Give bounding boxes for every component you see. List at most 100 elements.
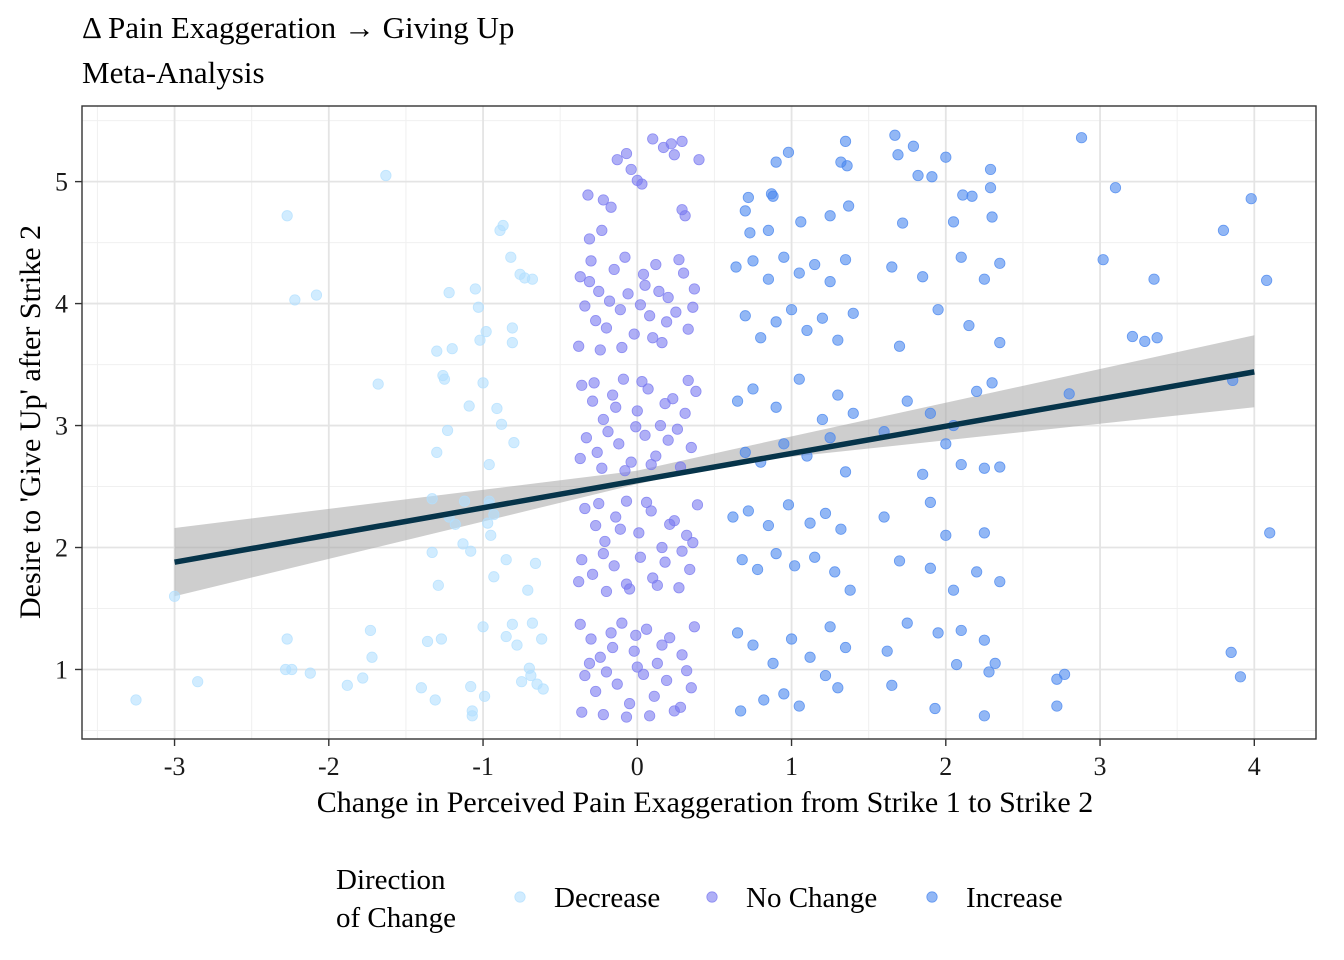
- data-point: [809, 551, 821, 563]
- y-axis-title: Desire to 'Give Up' after Strike 2: [14, 225, 47, 619]
- data-point: [633, 527, 645, 539]
- data-point: [656, 541, 668, 554]
- data-point: [668, 149, 680, 161]
- data-point: [819, 669, 832, 682]
- data-point: [832, 389, 844, 401]
- data-point: [688, 283, 700, 295]
- data-point: [897, 217, 909, 229]
- data-point: [488, 508, 500, 521]
- data-point: [994, 337, 1006, 349]
- y-tick-label: 2: [55, 534, 68, 563]
- data-point: [634, 299, 646, 311]
- data-point: [500, 630, 512, 643]
- x-tick-label: 1: [785, 752, 798, 781]
- data-point: [736, 554, 748, 566]
- data-point: [770, 156, 782, 168]
- data-point: [659, 397, 671, 410]
- data-point: [639, 279, 651, 291]
- data-point: [631, 405, 643, 417]
- data-point: [1225, 646, 1237, 659]
- data-point: [824, 621, 836, 633]
- data-point: [926, 171, 938, 183]
- data-point: [651, 579, 663, 591]
- data-point: [497, 219, 509, 232]
- data-point: [778, 438, 790, 450]
- data-point: [579, 502, 591, 515]
- data-point: [735, 705, 747, 717]
- data-point: [286, 663, 298, 676]
- points-layer: [130, 129, 1276, 723]
- data-point: [892, 149, 904, 161]
- plot-border: [81, 105, 1317, 740]
- data-point: [603, 295, 616, 307]
- data-point: [628, 328, 640, 340]
- data-point: [691, 499, 704, 511]
- data-point: [607, 641, 619, 654]
- x-tick-label: -3: [164, 752, 186, 781]
- data-point: [676, 135, 688, 147]
- data-point: [640, 496, 653, 508]
- data-point: [590, 519, 602, 532]
- data-point: [431, 345, 443, 357]
- data-point: [639, 429, 651, 441]
- data-point: [893, 555, 906, 567]
- data-point: [605, 627, 617, 639]
- data-point: [1151, 332, 1163, 344]
- data-point: [747, 639, 759, 651]
- data-point: [610, 511, 622, 523]
- data-point: [955, 624, 967, 637]
- data-point: [583, 657, 596, 669]
- data-point: [767, 657, 779, 669]
- data-point: [793, 700, 805, 712]
- data-point: [762, 224, 775, 237]
- data-point: [607, 389, 619, 401]
- data-point: [816, 413, 829, 426]
- data-point: [619, 465, 631, 477]
- data-point: [289, 294, 301, 306]
- data-point: [441, 424, 454, 437]
- data-point: [664, 632, 676, 644]
- data-point: [676, 649, 688, 661]
- data-point: [673, 582, 685, 594]
- data-point: [500, 554, 512, 566]
- data-point: [994, 257, 1006, 269]
- data-point: [614, 523, 626, 535]
- data-point: [659, 556, 671, 568]
- x-tick-label: -1: [472, 752, 494, 781]
- legend-key-no-change: [706, 891, 718, 903]
- data-point: [573, 340, 585, 352]
- data-point: [341, 679, 353, 691]
- data-point: [482, 517, 494, 529]
- data-point: [574, 271, 586, 283]
- data-point: [616, 341, 628, 354]
- data-point: [739, 310, 751, 322]
- data-point: [630, 629, 642, 641]
- data-point: [591, 446, 603, 458]
- data-point: [744, 227, 756, 239]
- data-point: [682, 323, 694, 335]
- data-point: [465, 545, 477, 557]
- data-point: [932, 304, 944, 316]
- data-point: [585, 255, 597, 267]
- data-point: [585, 633, 597, 645]
- data-point: [804, 517, 816, 529]
- data-point: [506, 322, 518, 334]
- data-point: [1217, 224, 1230, 237]
- data-point: [495, 418, 508, 430]
- data-point: [747, 383, 759, 395]
- data-point: [1075, 132, 1088, 144]
- data-point: [426, 493, 438, 505]
- x-axis-title: Change in Perceived Pain Exaggeration fr…: [317, 786, 1093, 819]
- data-point: [586, 568, 599, 580]
- data-point: [477, 621, 489, 633]
- data-point: [656, 337, 668, 349]
- data-point: [620, 495, 633, 507]
- data-point: [947, 584, 960, 596]
- data-point: [522, 584, 534, 596]
- data-point: [380, 169, 392, 182]
- data-point: [645, 505, 657, 517]
- data-point: [793, 373, 805, 385]
- data-point: [366, 651, 378, 663]
- plot-panel: [82, 106, 1316, 739]
- data-point: [597, 709, 609, 721]
